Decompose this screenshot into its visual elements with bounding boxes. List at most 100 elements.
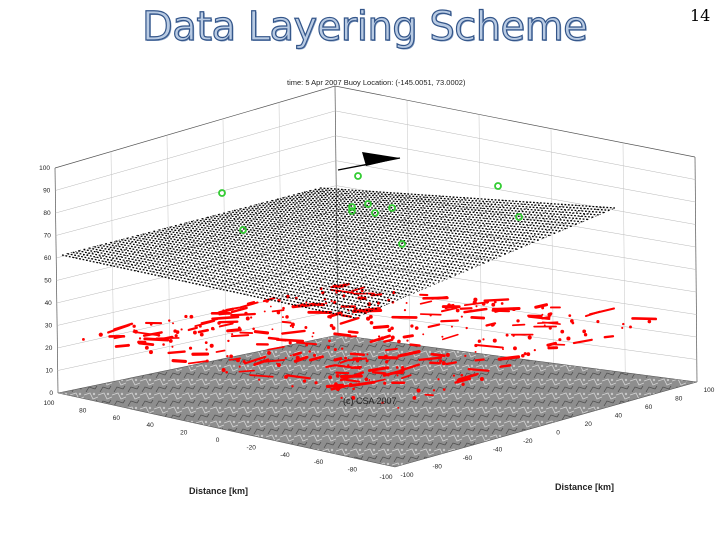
track-segment xyxy=(230,312,256,317)
mesh-line xyxy=(306,204,566,308)
x-tick-label: -60 xyxy=(314,459,324,466)
track-segment xyxy=(467,367,490,372)
track-point xyxy=(376,301,381,305)
track-point xyxy=(231,333,234,336)
track-point xyxy=(288,341,292,345)
track-segment xyxy=(271,309,285,313)
track-point xyxy=(245,316,250,321)
track-point xyxy=(157,333,161,337)
x-axis-ticks: 100 80 60 40 20 0 -20 -40 -60 -80 -100 xyxy=(44,400,393,481)
track-point xyxy=(276,362,282,368)
track-point xyxy=(328,339,331,343)
x-tick-label: -40 xyxy=(280,452,290,459)
track-point xyxy=(416,388,421,393)
track-point xyxy=(366,316,371,321)
track-segment xyxy=(218,320,239,324)
track-segment xyxy=(440,319,459,323)
track-point xyxy=(523,352,527,356)
track-point xyxy=(485,299,490,304)
track-point xyxy=(505,333,509,337)
track-point xyxy=(334,382,338,386)
buoy-point xyxy=(354,172,362,180)
track-segment xyxy=(333,356,343,362)
track-point xyxy=(329,323,334,328)
track-point xyxy=(326,345,331,350)
buoy-points xyxy=(218,172,523,248)
mesh-line xyxy=(142,233,437,285)
track-point xyxy=(422,333,425,336)
mesh-line xyxy=(104,243,399,301)
track-segment xyxy=(211,315,240,321)
track-point xyxy=(133,329,136,332)
track-segment xyxy=(292,351,302,357)
track-point xyxy=(558,338,562,342)
track-point xyxy=(543,324,546,327)
track-point xyxy=(242,360,246,364)
track-point xyxy=(348,382,353,387)
track-point xyxy=(547,312,552,317)
track-point xyxy=(198,324,202,328)
mesh-line xyxy=(147,193,407,274)
track-point xyxy=(482,338,485,341)
buoy-point xyxy=(239,226,247,234)
z-tick-label: 90 xyxy=(43,188,51,195)
track-point xyxy=(460,315,463,318)
z-tick-label: 50 xyxy=(44,278,52,285)
track-point xyxy=(333,347,337,352)
track-point xyxy=(474,350,477,353)
track-point xyxy=(184,314,188,319)
track-point xyxy=(209,343,214,348)
sea-ice-image-plane xyxy=(57,334,698,468)
track-segment xyxy=(339,358,350,364)
track-point xyxy=(217,321,221,325)
track-point xyxy=(98,332,103,337)
track-point xyxy=(338,290,340,293)
mesh-line xyxy=(342,206,603,316)
track-segment xyxy=(275,338,305,343)
y-tick-label: 0 xyxy=(556,430,560,437)
track-point xyxy=(447,303,451,307)
track-segment xyxy=(427,323,441,329)
track-point xyxy=(230,313,234,316)
track-point xyxy=(171,335,174,339)
track-point xyxy=(148,350,153,355)
z-tick-label: 30 xyxy=(45,323,53,330)
track-segment xyxy=(239,301,259,309)
track-segment xyxy=(171,359,187,363)
track-point xyxy=(308,350,311,353)
slide-title: Data Layering Scheme xyxy=(141,3,588,50)
mesh-line xyxy=(201,218,496,260)
track-segment xyxy=(603,335,615,339)
y-tick-label: 60 xyxy=(645,404,653,411)
track-point xyxy=(432,389,436,392)
y-axis-ticks: 100 80 60 40 20 0 -20 -40 -60 -80 -100 xyxy=(400,387,714,479)
track-point xyxy=(221,367,226,373)
track-point xyxy=(314,381,318,385)
track-point xyxy=(512,334,515,337)
track-point xyxy=(235,358,240,363)
track-point xyxy=(364,377,369,382)
track-point xyxy=(521,353,525,358)
track-point xyxy=(396,374,399,377)
track-point xyxy=(347,364,350,367)
track-point xyxy=(289,324,292,328)
track-segment xyxy=(218,307,234,314)
track-segment xyxy=(200,318,219,324)
track-segment xyxy=(167,350,186,355)
track-point xyxy=(368,378,371,381)
track-point xyxy=(541,306,545,310)
z-tick-label: 40 xyxy=(45,300,53,307)
track-segment xyxy=(527,315,551,320)
x-axis-label: Distance [km] xyxy=(189,486,248,496)
track-point xyxy=(132,324,136,328)
track-segment xyxy=(238,369,255,373)
track-point xyxy=(168,319,171,322)
track-point xyxy=(212,328,215,331)
track-point xyxy=(238,365,241,368)
track-point xyxy=(582,329,587,334)
track-point xyxy=(445,352,450,357)
track-point xyxy=(477,339,482,343)
track-point xyxy=(385,360,389,364)
y-tick-label: 100 xyxy=(704,387,715,394)
